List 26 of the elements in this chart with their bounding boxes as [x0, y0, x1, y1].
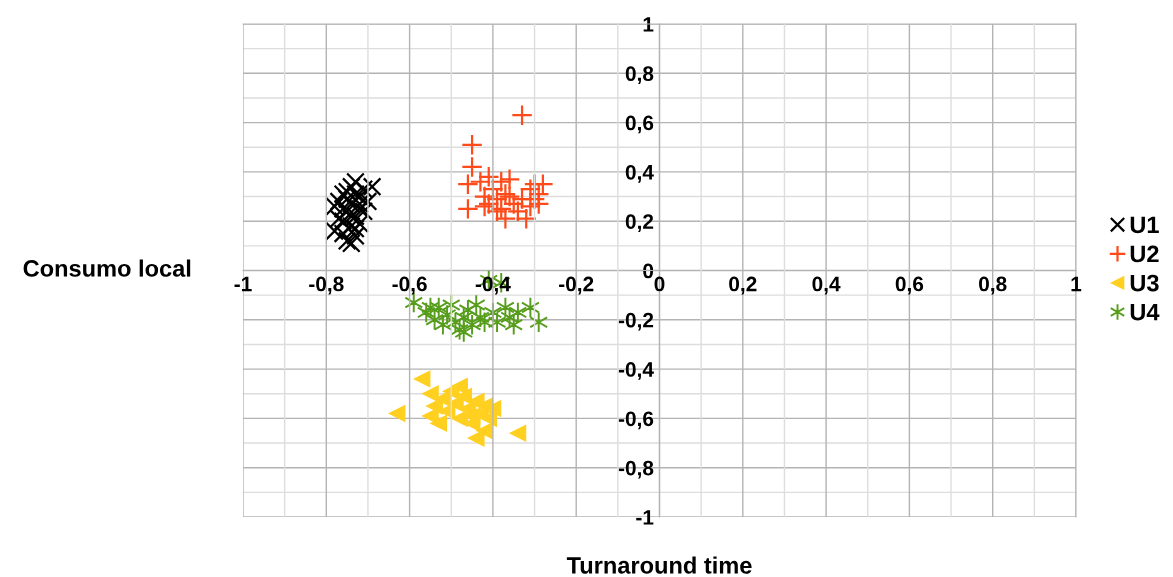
legend-label: U1: [1130, 216, 1159, 234]
x-axis-title: Turnaround time: [566, 556, 752, 574]
x-tick-label: 0,8: [979, 276, 1007, 295]
x-tick-label: -0,6: [392, 276, 427, 295]
x-tick-label: -0,8: [309, 276, 344, 295]
y-tick-label: 0,4: [625, 164, 654, 183]
x-tick-label: -1: [234, 276, 252, 292]
x-tick-label: 0: [654, 276, 665, 292]
y-tick-label: 0,8: [625, 66, 654, 85]
legend-label: U2: [1130, 245, 1159, 263]
y-tick-label: -0,8: [618, 460, 654, 479]
x-tick-label: 0,6: [895, 276, 924, 295]
y-tick-label: -0,4: [618, 362, 654, 380]
y-tick-label: 0,6: [625, 115, 654, 134]
legend-label: U3: [1130, 274, 1159, 292]
y-tick-label: -0,6: [618, 411, 654, 430]
x-tick-label: 0,2: [729, 276, 757, 295]
x-tick-label: 0,4: [812, 276, 841, 295]
y-axis-title: Consumo local: [23, 259, 191, 277]
x-tick-label: -0,2: [559, 276, 594, 295]
y-tick-label: 0,2: [625, 214, 654, 232]
y-tick-label: 1: [643, 17, 654, 32]
x-tick-label: 1: [1071, 276, 1082, 292]
y-tick-label: -0,2: [618, 312, 654, 331]
y-tick-label: -1: [636, 510, 654, 525]
legend-label: U4: [1130, 304, 1160, 321]
